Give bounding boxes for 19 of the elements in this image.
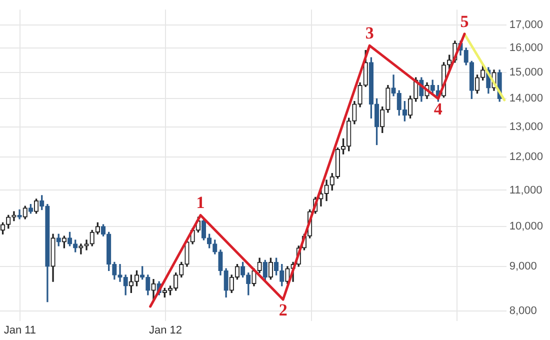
- y-tick-label: 10,000: [509, 220, 544, 232]
- y-tick-label: 13,000: [509, 120, 544, 133]
- annotation: 1: [196, 193, 205, 212]
- y-tick-label: 16,000: [509, 42, 544, 54]
- annotation: 4: [434, 100, 443, 119]
- y-tick-label: 15,000: [509, 66, 544, 78]
- y-tick-label: 17,000: [509, 18, 544, 31]
- y-tick-label: 11,000: [509, 184, 542, 196]
- candlestick: [84, 240, 89, 250]
- y-tick-label: 8,000: [509, 305, 537, 318]
- x-tick-label: Jan 11: [4, 324, 36, 336]
- annotation: 3: [365, 23, 374, 42]
- annotation: 2: [278, 300, 288, 320]
- y-tick-label: 12,000: [509, 151, 544, 164]
- x-tick-label: Jan 12: [148, 324, 182, 336]
- candlestick: [78, 244, 84, 254]
- y-tick-label: 9,000: [509, 260, 537, 272]
- annotation: 5: [460, 12, 469, 31]
- y-tick-label: 14,000: [509, 92, 544, 105]
